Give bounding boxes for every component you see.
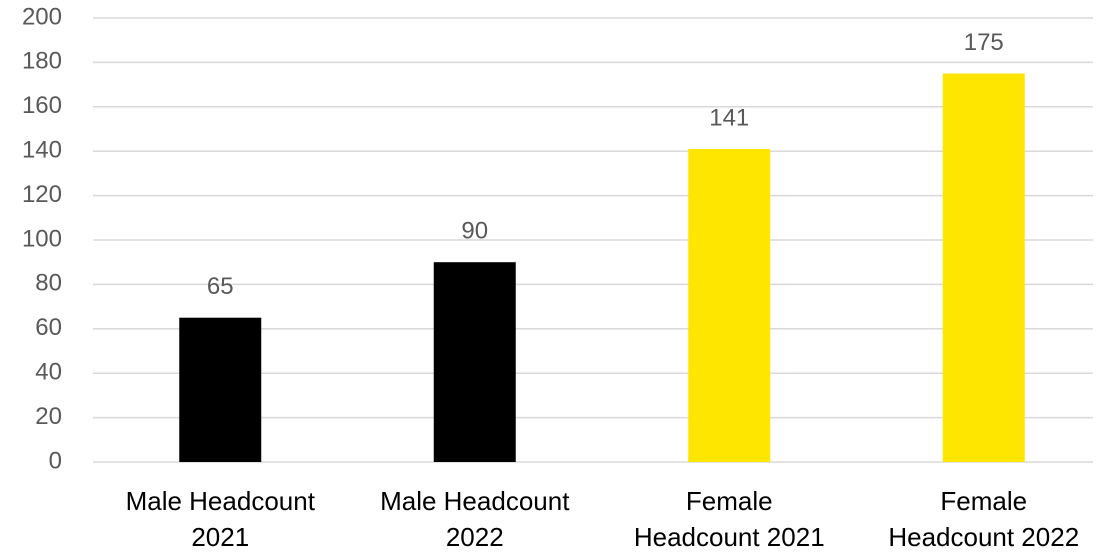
x-tick-label: Female Headcount 2021 [633, 486, 825, 552]
value-label: 65 [207, 273, 234, 300]
y-tick-label: 20 [35, 403, 62, 430]
y-tick-label: 40 [35, 359, 62, 386]
value-label: 90 [461, 218, 488, 245]
y-tick-label: 120 [22, 181, 62, 208]
x-tick-label: Male Headcount 2021 [125, 486, 315, 552]
y-tick-label: 60 [35, 314, 62, 341]
y-tick-label: 100 [22, 225, 62, 252]
x-tick-label: Male Headcount 2022 [380, 486, 570, 552]
y-tick-label: 160 [22, 92, 62, 119]
y-tick-label: 0 [49, 447, 62, 474]
bar [688, 148, 771, 463]
value-label: 175 [964, 29, 1004, 56]
x-tick-label: Female Headcount 2022 [888, 486, 1080, 552]
bar [433, 262, 516, 462]
bar [179, 317, 262, 462]
bar [942, 73, 1025, 462]
y-tick-label: 140 [22, 137, 62, 164]
value-label: 141 [709, 104, 749, 131]
y-tick-label: 180 [22, 48, 62, 75]
y-tick-label: 80 [35, 270, 62, 297]
y-tick-label: 200 [22, 3, 62, 30]
